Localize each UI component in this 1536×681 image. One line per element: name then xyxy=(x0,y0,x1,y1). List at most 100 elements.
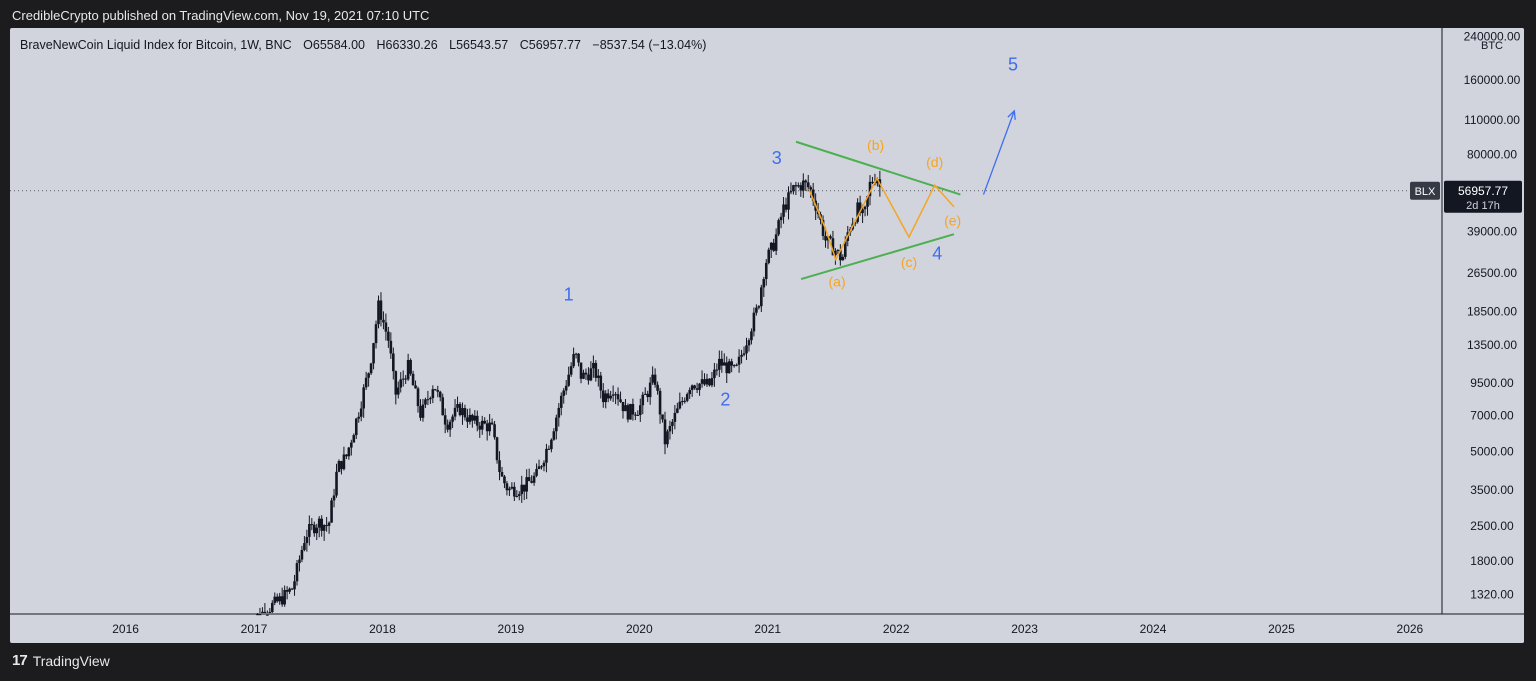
candle-body xyxy=(525,477,528,492)
publisher-header: CredibleCrypto published on TradingView.… xyxy=(12,8,429,23)
candle-body xyxy=(606,393,610,399)
candle-body xyxy=(384,322,388,332)
low-label: L xyxy=(449,38,457,52)
candle-body xyxy=(458,404,462,416)
candle-body xyxy=(866,196,869,207)
x-tick-label: 2017 xyxy=(241,622,268,636)
candle-body xyxy=(288,588,291,592)
candle-body xyxy=(372,343,375,364)
candle-body xyxy=(453,407,457,417)
subwave-label: (a) xyxy=(829,274,846,290)
wave-label-3: 3 xyxy=(772,148,782,168)
candle-body xyxy=(468,414,472,422)
y-tick-label: 2500.00 xyxy=(1470,519,1514,533)
candle-body xyxy=(582,372,585,379)
y-tick-label: 9500.00 xyxy=(1470,376,1514,390)
candle-body xyxy=(769,242,773,250)
candle-body xyxy=(656,384,659,391)
candle-body xyxy=(722,362,726,366)
candle-body xyxy=(268,611,272,613)
publisher-text: CredibleCrypto published on TradingView.… xyxy=(12,8,430,23)
candle-body xyxy=(545,448,548,463)
candle-body xyxy=(471,414,474,421)
candle-body xyxy=(404,378,407,380)
candle-body xyxy=(730,361,733,366)
candle-body xyxy=(515,495,519,497)
candle-body xyxy=(473,415,477,421)
candle-body xyxy=(604,393,608,403)
candle-body xyxy=(406,359,410,380)
candle-body xyxy=(834,250,837,256)
candle-body xyxy=(658,390,662,415)
candle-body xyxy=(567,374,570,386)
x-tick-label: 2016 xyxy=(112,622,139,636)
candle-body xyxy=(520,484,524,495)
candle-body xyxy=(713,369,716,379)
candle-body xyxy=(290,588,294,590)
candle-body xyxy=(364,377,368,388)
candle-body xyxy=(317,518,321,528)
candle-body xyxy=(490,422,494,425)
candle-body xyxy=(337,461,341,472)
candle-body xyxy=(863,206,867,210)
candle-body xyxy=(767,249,771,263)
candle-body xyxy=(634,414,637,416)
candle-body xyxy=(426,399,430,401)
candle-body xyxy=(374,324,378,344)
candle-body xyxy=(535,469,538,476)
candle-body xyxy=(577,353,580,363)
candle-body xyxy=(745,345,748,354)
candle-body xyxy=(503,476,506,484)
x-tick-label: 2019 xyxy=(498,622,525,636)
candle-body xyxy=(401,378,405,380)
low-value: 56543.57 xyxy=(456,38,509,52)
candle-body xyxy=(396,387,400,395)
price-chart[interactable]: 1320.00 1800.00 2500.00 3500.00 5000.00 7000.… xyxy=(10,28,1524,643)
candle-body xyxy=(382,319,385,323)
candle-body xyxy=(693,385,696,389)
wave-label-5: 5 xyxy=(1008,54,1018,74)
candle-body xyxy=(599,375,603,391)
candle-body xyxy=(555,417,558,432)
candle-body xyxy=(557,407,561,418)
candle-body xyxy=(624,405,627,412)
candle-body xyxy=(480,420,484,430)
x-tick-label: 2023 xyxy=(1011,622,1038,636)
candle-body xyxy=(839,249,842,261)
candle-body xyxy=(488,422,491,432)
y-tick-label: 110000.00 xyxy=(1464,113,1520,127)
y-tick-label: 18500.00 xyxy=(1467,304,1517,318)
candle-body xyxy=(858,202,862,214)
candle-body xyxy=(614,394,617,396)
candle-body xyxy=(772,242,775,251)
candle-body xyxy=(762,279,766,288)
candle-body xyxy=(802,180,805,191)
candle-body xyxy=(352,435,356,443)
projection-arrow-head xyxy=(1007,109,1016,120)
price-axis xyxy=(1442,28,1524,643)
candle-body xyxy=(572,354,575,367)
candle-body xyxy=(663,419,667,445)
candle-body xyxy=(463,408,467,418)
candle-body xyxy=(824,235,827,241)
y-tick-label: 3500.00 xyxy=(1470,483,1514,497)
candle-body xyxy=(325,525,328,527)
candle-body xyxy=(735,364,738,366)
y-tick-label: 160000.00 xyxy=(1464,73,1521,87)
candle-body xyxy=(811,189,815,201)
candle-body xyxy=(483,420,486,424)
candle-body xyxy=(342,454,346,470)
candle-body xyxy=(574,353,578,355)
y-tick-label: 240000.00 xyxy=(1464,30,1521,44)
candle-body xyxy=(680,401,684,403)
candle-body xyxy=(646,393,650,398)
candle-body xyxy=(431,389,435,399)
candle-body xyxy=(298,559,301,564)
candle-body xyxy=(493,424,496,438)
candle-body xyxy=(537,466,541,470)
bar-countdown: 2d 17h xyxy=(1466,200,1500,212)
candle-body xyxy=(270,602,274,612)
candle-body xyxy=(789,191,793,193)
chart-panel[interactable]: 1320.00 1800.00 2500.00 3500.00 5000.00 7000.… xyxy=(10,28,1524,643)
candle-body xyxy=(441,397,445,416)
